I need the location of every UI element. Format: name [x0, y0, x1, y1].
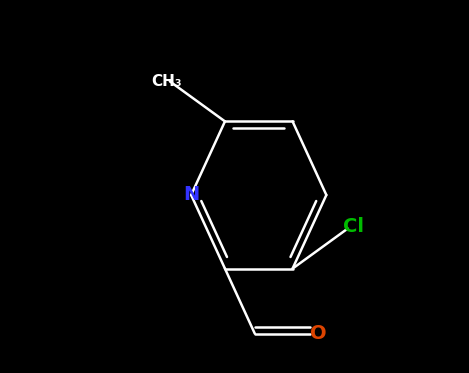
- Text: O: O: [310, 324, 326, 343]
- Text: CH₃: CH₃: [151, 74, 182, 89]
- Text: N: N: [183, 185, 199, 204]
- Text: Cl: Cl: [343, 217, 364, 236]
